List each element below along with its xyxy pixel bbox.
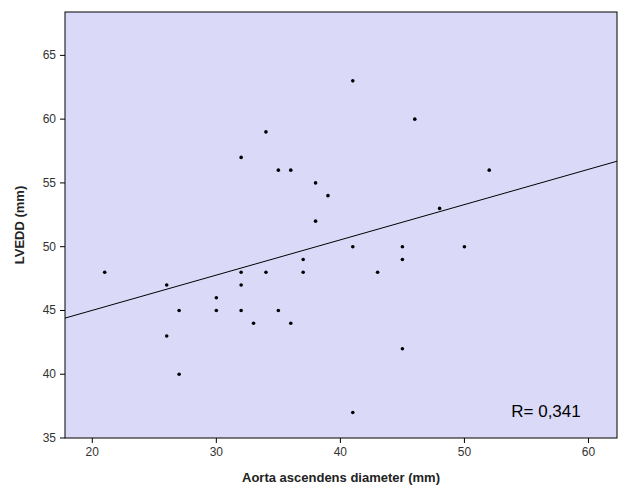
x-tick: [92, 438, 93, 443]
y-tick-label: 35: [43, 431, 57, 445]
scatter-point: [289, 321, 293, 325]
x-tick: [340, 438, 341, 443]
y-tick: [60, 119, 65, 120]
scatter-point: [463, 245, 467, 249]
scatter-point: [326, 194, 330, 198]
x-tick: [588, 438, 589, 443]
y-tick-label: 55: [43, 176, 57, 190]
scatter-point: [277, 309, 281, 313]
x-tick-label: 40: [334, 445, 348, 459]
y-tick: [60, 438, 65, 439]
scatter-point: [401, 245, 405, 249]
y-tick: [60, 55, 65, 56]
y-tick-label: 40: [43, 367, 57, 381]
scatter-point: [351, 79, 355, 83]
y-tick: [60, 182, 65, 183]
y-tick-label: 60: [43, 112, 57, 126]
y-tick: [60, 374, 65, 375]
x-tick-label: 20: [86, 445, 100, 459]
scatter-point: [239, 283, 243, 287]
fit-line: [65, 161, 617, 318]
chart-svg: 20 30 40 50 60 35 40 45 50 55 60 65 R= 0,341 Aorta as…: [0, 0, 629, 504]
y-tick: [60, 310, 65, 311]
plot-background: [65, 12, 617, 438]
scatter-point: [314, 219, 318, 223]
scatter-point: [165, 334, 169, 338]
scatter-point: [239, 309, 243, 313]
plot-frame: [65, 12, 617, 438]
y-tick-label: 45: [43, 303, 57, 317]
scatter-point: [239, 270, 243, 274]
scatter-point: [252, 321, 256, 325]
scatter-point: [301, 270, 305, 274]
y-tick-label: 50: [43, 240, 57, 254]
scatter-point: [264, 130, 268, 134]
scatter-point: [351, 411, 355, 415]
y-tick: [60, 246, 65, 247]
scatter-point: [103, 270, 107, 274]
scatter-point: [351, 245, 355, 249]
scatter-point: [301, 258, 305, 262]
scatter-point: [438, 207, 442, 211]
scatter-point: [277, 168, 281, 172]
scatter-point: [239, 156, 243, 160]
scatter-point: [177, 309, 181, 313]
y-tick-label: 65: [43, 48, 57, 62]
x-tick-label: 30: [210, 445, 224, 459]
x-tick: [216, 438, 217, 443]
x-axis-label: Aorta ascendens diameter (mm): [242, 470, 440, 485]
x-tick-label: 60: [582, 445, 596, 459]
scatter-point: [215, 309, 219, 313]
data-group: [65, 79, 617, 414]
scatter-point: [177, 372, 181, 376]
scatter-point: [215, 296, 219, 300]
scatter-point: [401, 347, 405, 351]
scatter-point: [165, 283, 169, 287]
chart-container: 20 30 40 50 60 35 40 45 50 55 60 65 R= 0,341 Aorta as…: [0, 0, 629, 504]
annotation: R= 0,341: [511, 402, 580, 421]
x-tick-label: 50: [458, 445, 472, 459]
scatter-point: [487, 168, 491, 172]
y-axis-label: LVEDD (mm): [12, 186, 27, 264]
scatter-point: [264, 270, 268, 274]
scatter-point: [289, 168, 293, 172]
scatter-point: [413, 117, 417, 121]
scatter-point: [314, 181, 318, 185]
scatter-point: [401, 258, 405, 262]
scatter-point: [376, 270, 380, 274]
x-tick: [464, 438, 465, 443]
